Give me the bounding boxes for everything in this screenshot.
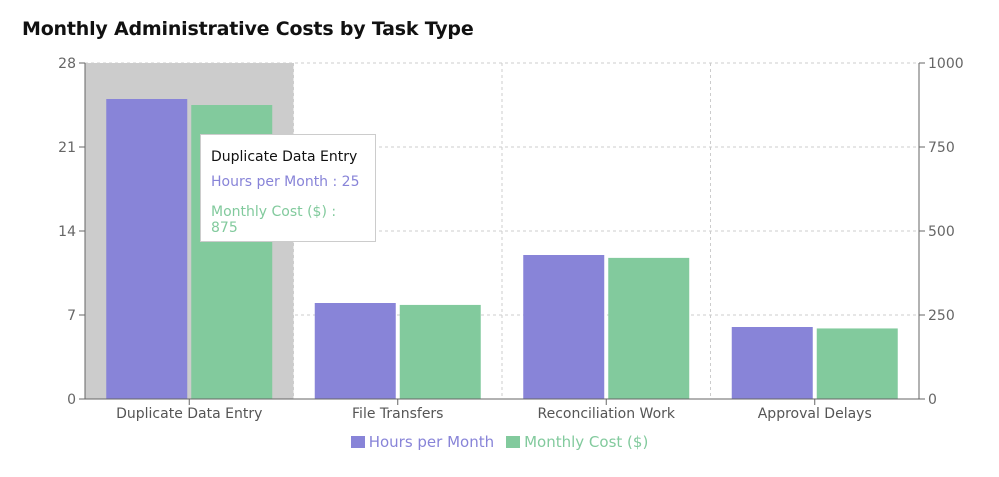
- bar-cost[interactable]: [399, 304, 481, 399]
- bar-hours[interactable]: [314, 303, 396, 399]
- legend-swatch-hours: [350, 436, 365, 448]
- bar-cost[interactable]: [608, 257, 690, 399]
- category-label: Duplicate Data Entry: [116, 406, 262, 422]
- tooltip-cost: Monthly Cost ($) : 875: [211, 204, 337, 236]
- bar-cost[interactable]: [816, 328, 898, 399]
- tick-label-left: 28: [58, 56, 76, 72]
- tick-label-right: 250: [928, 308, 955, 324]
- tick-label-left: 21: [58, 140, 76, 156]
- tick-label-right: 1000: [928, 56, 964, 72]
- legend: Hours per Month Monthly Cost ($): [0, 433, 999, 451]
- category-label: Reconciliation Work: [537, 406, 675, 422]
- tooltip-hours: Hours per Month : 25: [211, 174, 360, 190]
- tick-label-left: 7: [67, 308, 76, 324]
- tick-label-right: 0: [928, 392, 937, 408]
- chart-title: Monthly Administrative Costs by Task Typ…: [22, 18, 474, 40]
- tick-label-left: 14: [58, 224, 76, 240]
- tooltip-title: Duplicate Data Entry: [211, 149, 358, 165]
- tick-label-right: 750: [928, 140, 955, 156]
- bar-hours[interactable]: [731, 327, 813, 399]
- tick-label-right: 500: [928, 224, 955, 240]
- legend-item-hours[interactable]: Hours per Month: [350, 433, 495, 451]
- tooltip: Duplicate Data Entry Hours per Month : 2…: [200, 134, 376, 242]
- bar-hours[interactable]: [106, 99, 188, 399]
- legend-label-hours: Hours per Month: [368, 433, 495, 451]
- category-label: File Transfers: [352, 406, 443, 422]
- category-label: Approval Delays: [758, 406, 872, 422]
- tick-label-left: 0: [67, 392, 76, 408]
- legend-item-cost[interactable]: Monthly Cost ($): [506, 433, 648, 451]
- legend-swatch-cost: [506, 436, 521, 448]
- legend-label-cost: Monthly Cost ($): [524, 433, 649, 451]
- bar-hours[interactable]: [523, 255, 605, 399]
